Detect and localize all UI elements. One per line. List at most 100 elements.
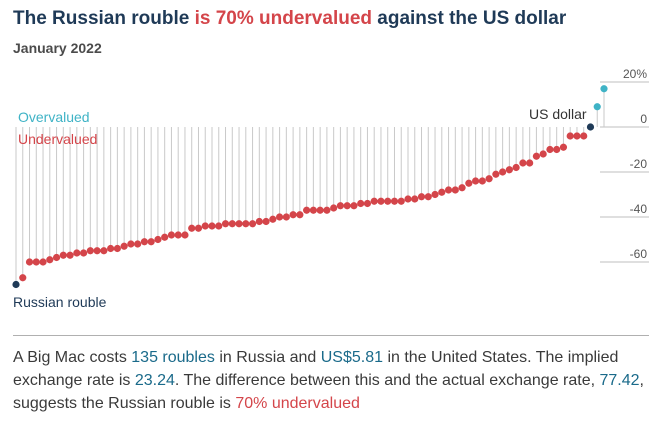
data-point [411, 195, 419, 203]
chart-area: 20% 0 -20 -40 -60 Overvalued Undervalued US … [12, 67, 649, 310]
gridlines [600, 81, 649, 263]
data-point [248, 220, 257, 228]
caption-actual-rate: 77.42 [599, 372, 640, 389]
point-us-dollar [586, 123, 595, 131]
data-point [343, 202, 351, 210]
data-point [113, 244, 121, 253]
y-tick-label: 20% [623, 67, 647, 81]
data-point [370, 197, 378, 205]
data-point [134, 240, 142, 248]
data-point [316, 206, 324, 214]
data-point [505, 166, 513, 174]
data-point [309, 206, 317, 214]
data-point [221, 220, 230, 228]
data-point [492, 170, 500, 178]
data-point [417, 193, 426, 201]
data-point [79, 249, 88, 257]
data-point [559, 143, 568, 151]
data-point [438, 188, 446, 196]
data-point [208, 222, 216, 230]
data-point [465, 179, 473, 187]
data-point [282, 213, 290, 221]
data-point [25, 258, 34, 266]
title-highlight: is 70% undervalued [194, 8, 372, 29]
data-point [377, 197, 385, 205]
data-point [161, 233, 169, 241]
data-point [174, 231, 182, 239]
data-point [397, 197, 405, 205]
data-points [12, 85, 608, 289]
data-point [546, 145, 554, 154]
y-tick-label: -20 [630, 157, 648, 171]
data-point [52, 253, 61, 262]
data-point [39, 258, 47, 266]
data-point [431, 190, 439, 199]
data-point [336, 202, 345, 210]
data-point [86, 247, 94, 255]
data-point [255, 217, 263, 226]
data-point [478, 177, 486, 185]
data-point [242, 220, 250, 228]
point-russian-rouble [12, 280, 20, 289]
y-tick-label: -40 [630, 202, 648, 216]
data-point [140, 238, 149, 246]
data-point [181, 231, 189, 239]
y-tick-label: -60 [630, 247, 648, 261]
data-point [296, 211, 304, 219]
title-part1: The Russian rouble [13, 8, 195, 29]
data-point [458, 184, 466, 192]
data-point [66, 251, 74, 259]
caption-t3: in the United States. The implied exchan… [13, 349, 619, 389]
caption-valuation: 70% undervalued [235, 395, 360, 412]
caption-implied-rate: 23.24 [134, 372, 175, 389]
data-point [553, 145, 561, 154]
data-point [201, 222, 209, 230]
caption-t5: , suggests the Russian rouble is [13, 372, 644, 412]
data-point [228, 220, 236, 228]
data-point [32, 258, 40, 266]
data-point [19, 274, 27, 282]
data-point [384, 197, 392, 205]
data-point [46, 256, 54, 264]
caption: A Big Mac costs 135 roubles in Russia an… [13, 346, 653, 415]
data-point [100, 247, 108, 255]
title-part2: against the US dollar [372, 8, 567, 29]
data-point [363, 199, 372, 208]
data-point [580, 132, 588, 140]
data-point [93, 247, 101, 255]
data-point [289, 211, 297, 219]
caption-t1: A Big Mac costs [13, 349, 132, 366]
data-point [127, 240, 135, 248]
data-point [107, 244, 115, 253]
data-point [471, 177, 480, 185]
data-point [154, 235, 162, 244]
data-point [303, 206, 311, 214]
russian-rouble-label: Russian rouble [13, 294, 107, 310]
data-point [539, 150, 547, 158]
y-tick-label: 0 [640, 112, 647, 126]
caption-price-us: US$5.81 [320, 349, 383, 366]
data-point [485, 175, 493, 183]
y-tick-labels: 20% 0 -20 -40 -60 [623, 67, 647, 261]
data-point [499, 168, 507, 176]
data-point [59, 251, 67, 259]
data-point [526, 159, 534, 167]
data-point [188, 224, 196, 232]
chart-title: The Russian rouble is 70% undervalued ag… [13, 8, 566, 30]
caption-t2: in Russia and [214, 349, 321, 366]
data-point [323, 206, 331, 214]
data-point [451, 186, 459, 194]
data-point [235, 220, 243, 228]
undervalued-label: Undervalued [18, 131, 97, 147]
data-point [424, 193, 432, 201]
data-point [269, 215, 277, 223]
data-point [275, 213, 284, 221]
data-point [532, 152, 541, 160]
caption-price-local: 135 roubles [131, 349, 215, 366]
data-point [600, 85, 608, 93]
data-point [167, 231, 176, 239]
data-point [593, 103, 601, 111]
us-dollar-label: US dollar [529, 106, 587, 122]
data-point [357, 199, 365, 208]
overvalued-label: Overvalued [18, 109, 90, 125]
